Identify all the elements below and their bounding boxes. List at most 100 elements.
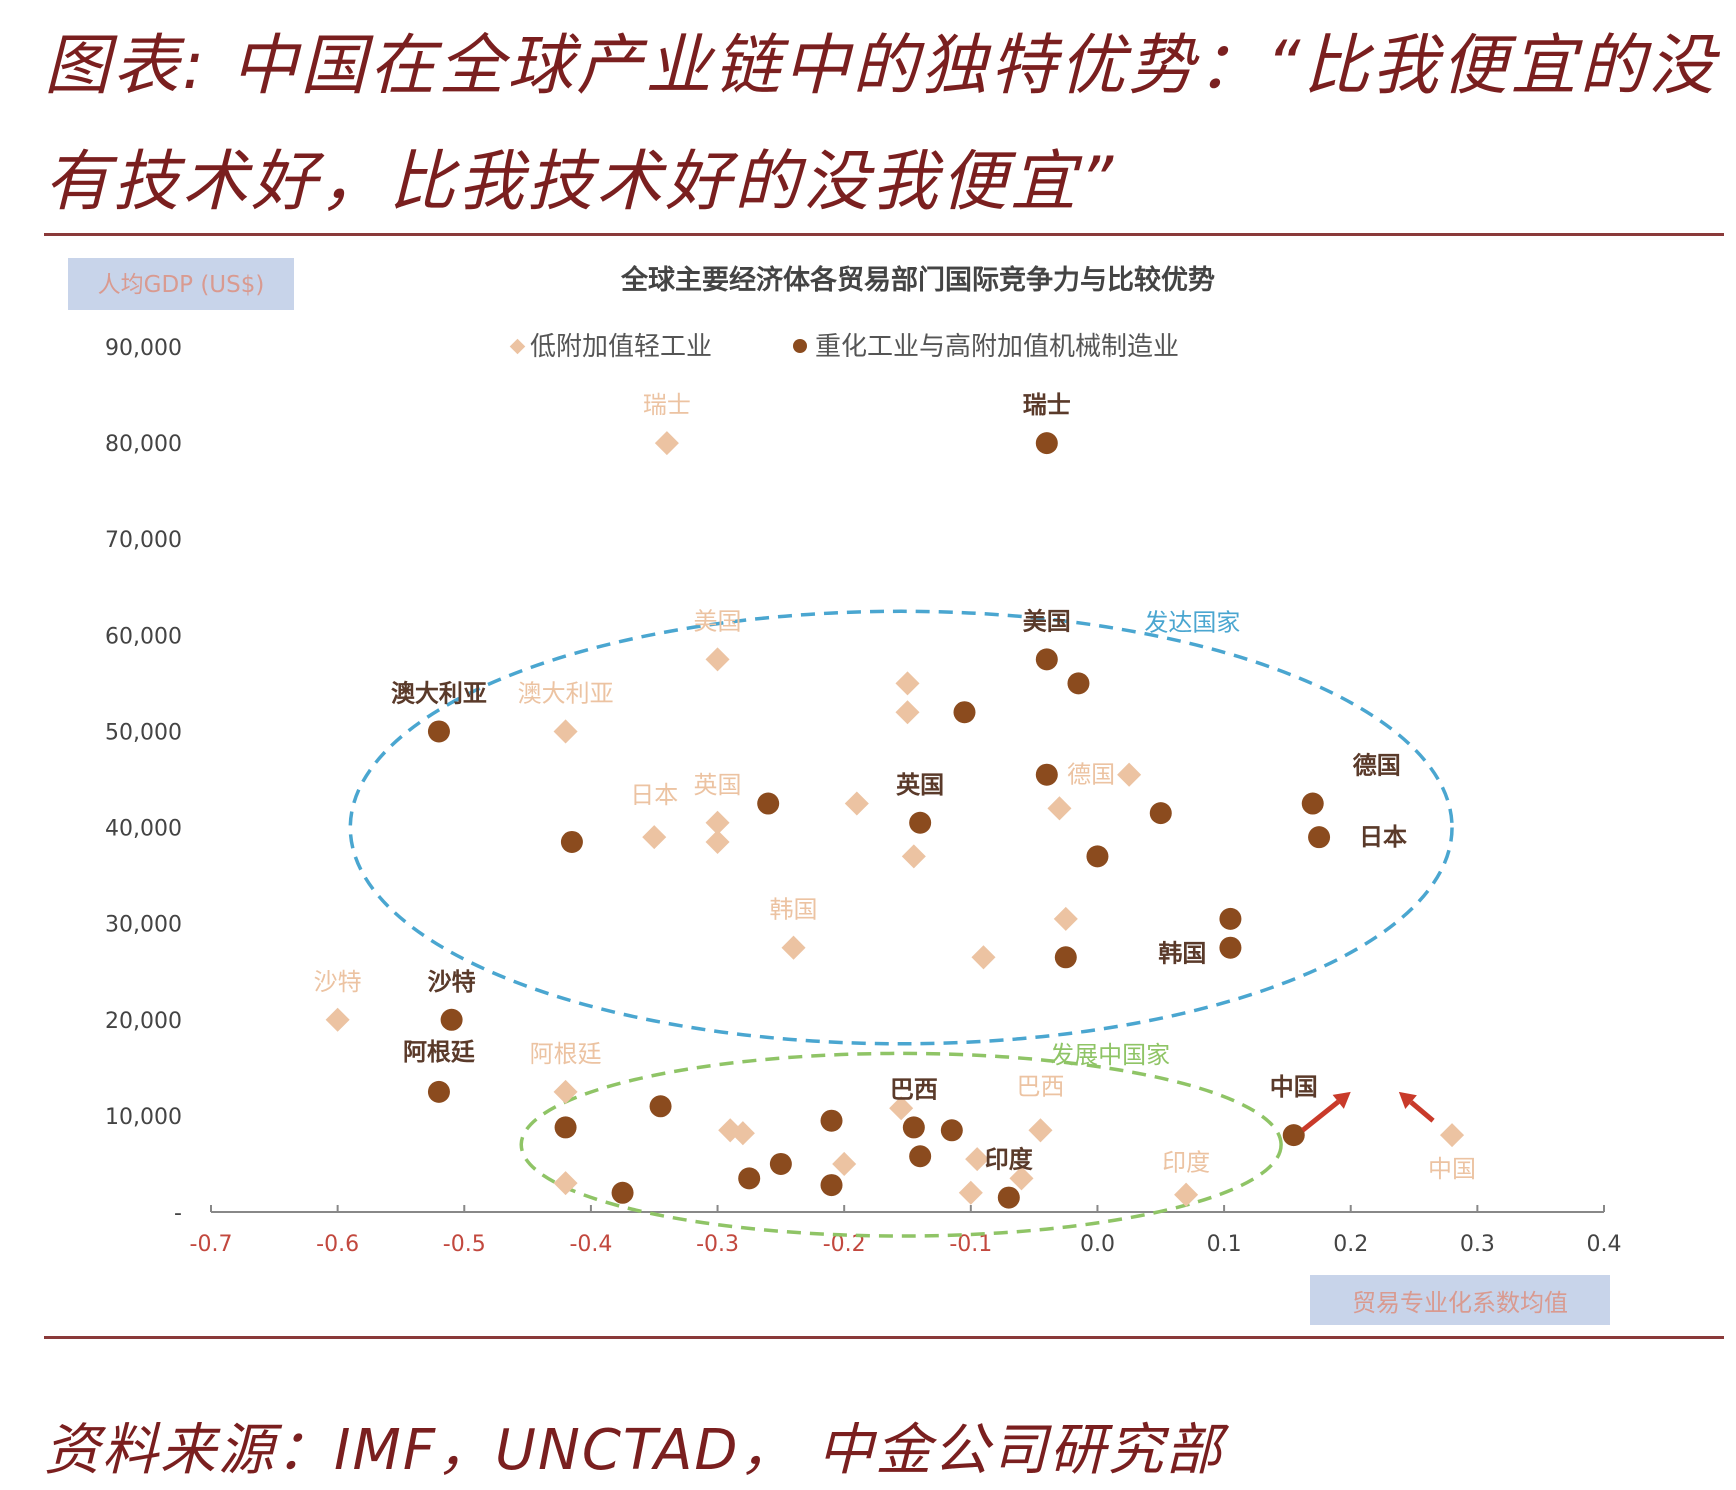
x-tick-label: 0.1 — [1207, 1232, 1242, 1257]
chart-title: 全球主要经济体各贸易部门国际竞争力与比较优势 — [620, 264, 1215, 296]
light-industry-point — [1440, 1123, 1465, 1148]
heavy-industry-point — [1054, 946, 1077, 969]
point-label: 日本 — [1359, 822, 1407, 851]
light-industry-point — [958, 1180, 983, 1205]
heavy-industry-point — [560, 830, 583, 853]
point-label: 澳大利亚 — [391, 678, 487, 707]
scatter-chart: 人均GDP (US$) 全球主要经济体各贸易部门国际竞争力与比较优势 低附加值轻… — [68, 258, 1622, 1325]
x-axis-label: 贸易专业化系数均值 — [1352, 1289, 1568, 1317]
x-tick-label: -0.4 — [569, 1232, 612, 1257]
heavy-industry-point — [769, 1152, 792, 1175]
point-label: 沙特 — [428, 967, 476, 996]
heavy-industry-point — [1035, 763, 1058, 786]
point-label: 瑞士 — [643, 391, 691, 419]
point-label: 瑞士 — [1023, 390, 1071, 419]
point-label: 沙特 — [314, 968, 362, 996]
point-label: 印度 — [1162, 1149, 1210, 1177]
point-label: 日本 — [630, 781, 678, 809]
y-axis: - 10,000 20,000 30,000 40,000 50,000 60,000 70,… — [105, 336, 182, 1226]
x-tick-label: -0.3 — [696, 1232, 739, 1257]
heavy-industry-point — [997, 1186, 1020, 1209]
heavy-industry-point — [1149, 802, 1172, 825]
y-axis-label: 人均GDP (US$) — [98, 272, 265, 298]
light-industry-point — [832, 1151, 857, 1176]
heavy-industry-point — [738, 1167, 761, 1190]
y-tick-label: 80,000 — [105, 432, 182, 457]
x-tick-label: 0.3 — [1460, 1232, 1495, 1257]
heavy-industry-point — [909, 1145, 932, 1168]
heavy-industry-point — [649, 1095, 672, 1118]
heavy-industry-point — [940, 1119, 963, 1142]
heavy-industry-point — [953, 701, 976, 724]
legend-diamond-marker — [509, 338, 526, 355]
x-axis-label-box — [1310, 1275, 1610, 1325]
light-industry-point — [1047, 796, 1072, 821]
point-label: 巴西 — [1016, 1072, 1064, 1100]
light-industry-point — [553, 1079, 578, 1104]
y-tick-label: 40,000 — [105, 817, 182, 842]
light-industry-point — [1174, 1182, 1199, 1207]
light-industry-point — [705, 829, 730, 854]
y-tick-label: 30,000 — [105, 913, 182, 938]
point-label: 巴西 — [890, 1074, 938, 1103]
point-label: 美国 — [694, 607, 742, 635]
y-tick-label: 20,000 — [105, 1009, 182, 1034]
y-tick-label: 90,000 — [105, 336, 182, 361]
light-industry-point — [553, 719, 578, 744]
heavy-industry-point — [427, 720, 450, 743]
light-industry-point — [1117, 762, 1142, 787]
legend-label-light: 低附加值轻工业 — [530, 332, 712, 362]
light-industry-point — [901, 844, 926, 869]
y-axis-label-box — [68, 258, 294, 310]
heavy-industry-point — [902, 1116, 925, 1139]
heavy-industry-point — [1219, 936, 1242, 959]
region-ellipse — [519, 1051, 1283, 1238]
x-tick-label: 0.4 — [1587, 1232, 1622, 1257]
top-divider — [44, 233, 1724, 236]
light-industry-point — [1009, 1166, 1034, 1191]
y-tick-label: 60,000 — [105, 624, 182, 649]
heavy-industry-point — [1035, 432, 1058, 455]
legend: 低附加值轻工业 重化工业与高附加值机械制造业 — [509, 332, 1179, 362]
y-tick-label: 70,000 — [105, 528, 182, 553]
heavy-industry-point — [757, 792, 780, 815]
point-label: 韩国 — [770, 896, 818, 924]
light-industry-point — [642, 825, 667, 850]
legend-circle-marker — [793, 339, 807, 353]
heavy-industry-point — [440, 1008, 463, 1031]
point-label: 英国 — [694, 771, 742, 799]
x-tick-label: -0.5 — [443, 1232, 486, 1257]
point-label: 英国 — [896, 770, 944, 799]
region-label: 发达国家 — [1144, 609, 1240, 637]
point-label: 印度 — [985, 1145, 1034, 1174]
heavy-industry-point — [1219, 907, 1242, 930]
heavy-industry-point — [1035, 648, 1058, 671]
light-industry-point — [971, 945, 996, 970]
light-industry-point — [844, 791, 869, 816]
light-industry-point — [895, 671, 920, 696]
heavy-industry-point — [1067, 672, 1090, 695]
point-label: 德国 — [1353, 751, 1401, 780]
heavy-industry-point — [1301, 792, 1324, 815]
point-label: 中国 — [1428, 1155, 1476, 1183]
light-industry-point — [1028, 1118, 1053, 1143]
heavy-industry-point — [1282, 1124, 1305, 1147]
heavy-industry-point — [1086, 845, 1109, 868]
point-label: 澳大利亚 — [518, 679, 614, 707]
x-tick-label: 0.2 — [1333, 1232, 1368, 1257]
light-industry-point — [654, 431, 679, 456]
point-label: 阿根廷 — [403, 1037, 476, 1066]
point-label: 韩国 — [1158, 939, 1206, 968]
light-industry-point — [1053, 906, 1078, 931]
light-industry-point — [705, 647, 730, 672]
heavy-industry-point — [1308, 826, 1331, 849]
arrow-head — [1398, 1091, 1417, 1110]
heavy-industry-point — [909, 811, 932, 834]
x-tick-label: 0.0 — [1080, 1232, 1115, 1257]
y-tick-label: 50,000 — [105, 720, 182, 745]
source-note: 资料来源：IMF，UNCTAD， 中金公司研究部 — [44, 1418, 1224, 1483]
arrow-head — [1332, 1091, 1351, 1109]
point-label: 中国 — [1270, 1072, 1318, 1101]
point-label: 美国 — [1023, 606, 1071, 635]
x-axis: -0.7 -0.6 -0.5 -0.4 -0.3 -0.2 -0.1 0.0 0.1 0.2 0.3… — [190, 1205, 1622, 1257]
